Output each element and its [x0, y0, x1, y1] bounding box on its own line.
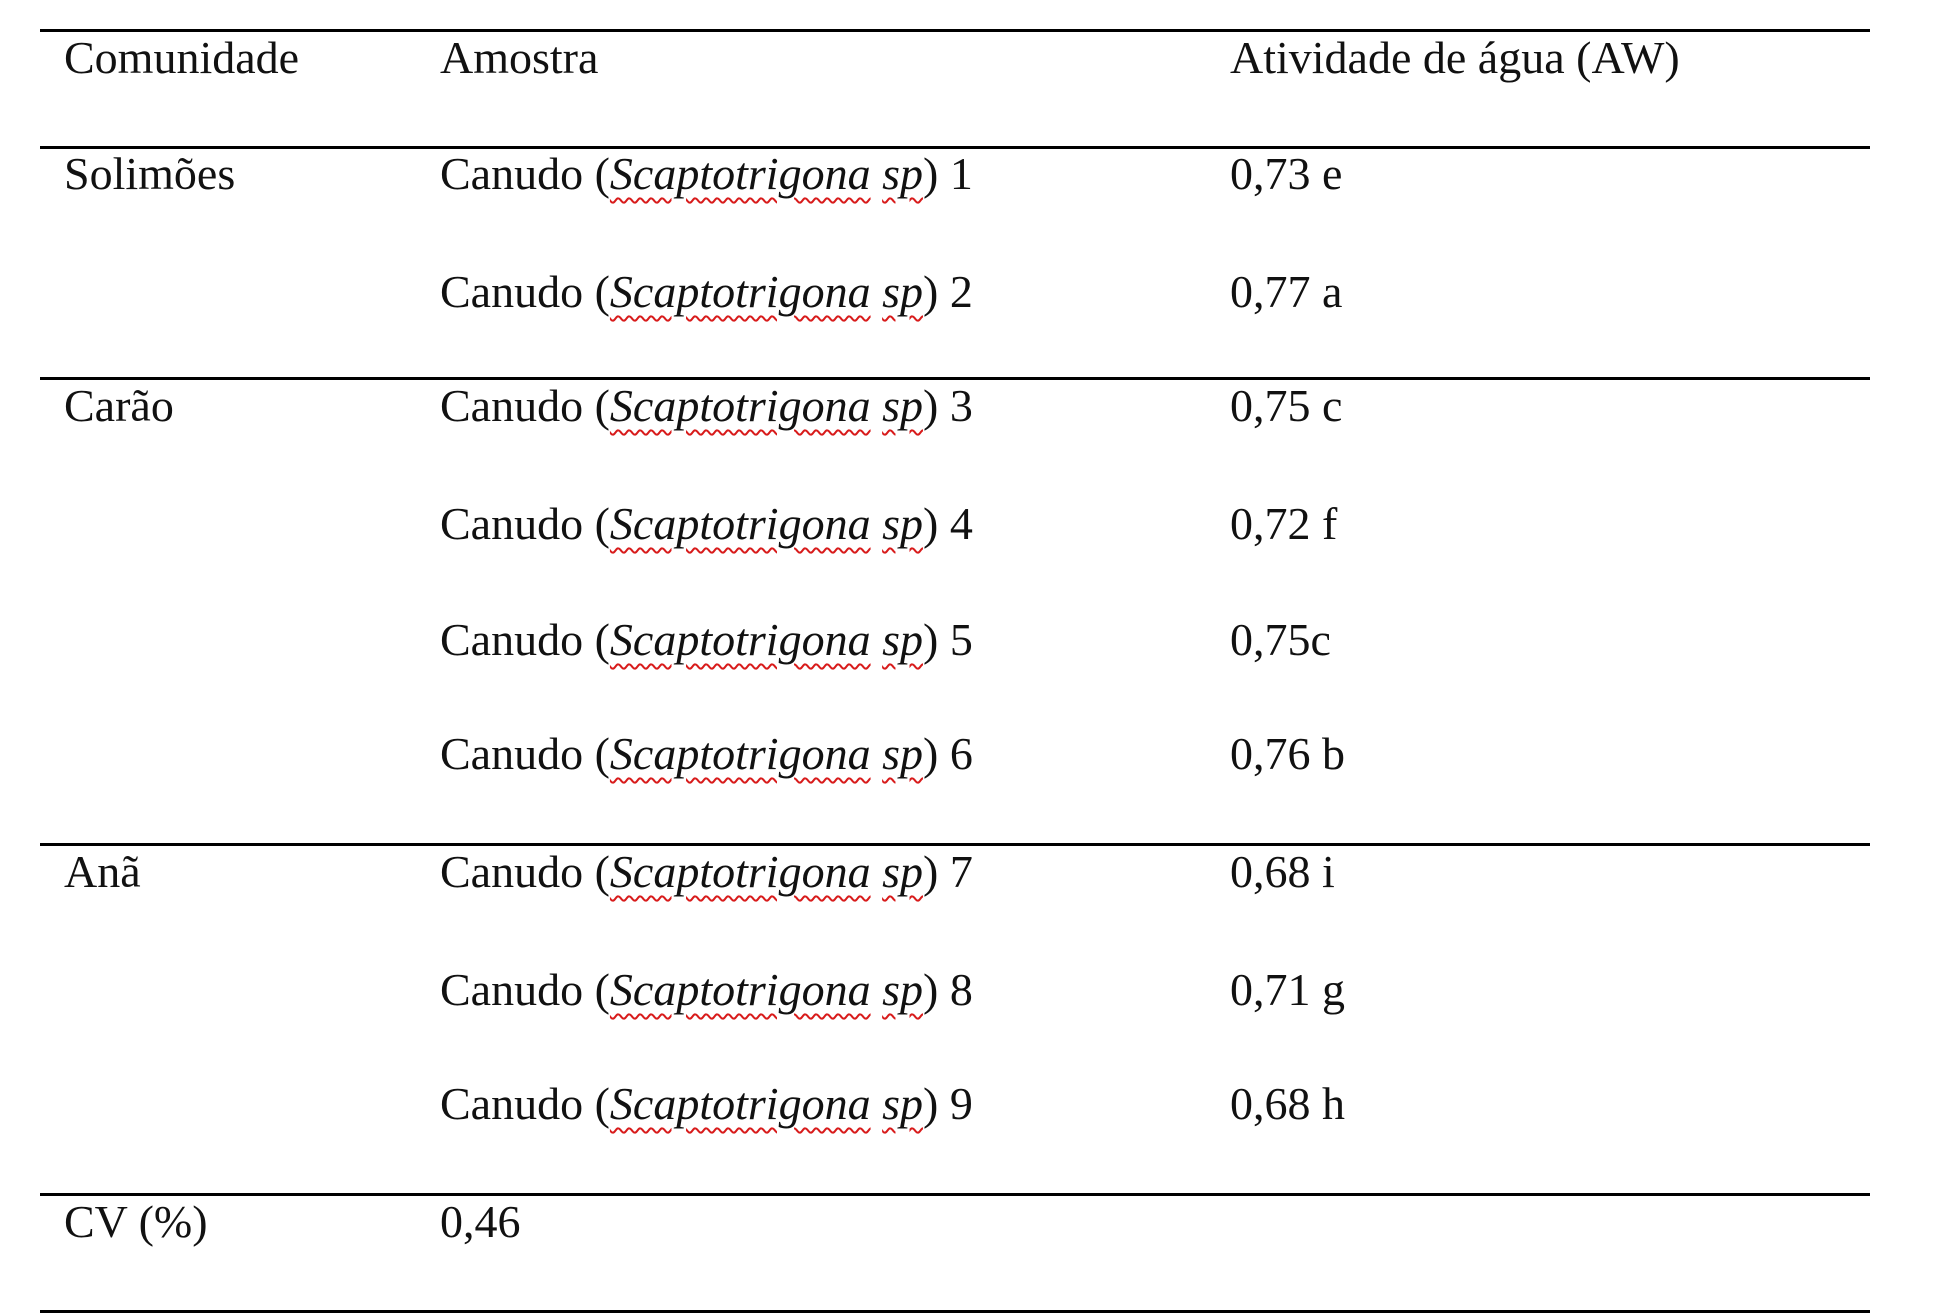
sample-cell: Canudo (Scaptotrigona sp) 5 — [440, 614, 973, 665]
sample-cell: Canudo (Scaptotrigona sp) 1 — [440, 148, 973, 199]
sample-cell: Canudo (Scaptotrigona sp) 8 — [440, 964, 973, 1015]
header-water-activity: Atividade de água (AW) — [1230, 32, 1680, 83]
sample-cell: Canudo (Scaptotrigona sp) 6 — [440, 728, 973, 779]
species-name: Scaptotrigona — [609, 964, 871, 1015]
aw-value: 0,68 i — [1230, 846, 1335, 897]
cv-top-rule — [40, 1193, 1870, 1196]
aw-value: 0,77 a — [1230, 266, 1343, 317]
water-activity-table: Comunidade Amostra Atividade de água (AW… — [40, 0, 1870, 1313]
species-name: Scaptotrigona — [609, 728, 871, 779]
species-name: Scaptotrigona — [609, 266, 871, 317]
species-name: Scaptotrigona — [609, 1078, 871, 1129]
community-label: Anã — [64, 846, 141, 897]
sample-cell: Canudo (Scaptotrigona sp) 9 — [440, 1078, 973, 1129]
aw-value: 0,75c — [1230, 614, 1331, 665]
header-sample: Amostra — [440, 32, 599, 83]
header-bottom-rule — [40, 146, 1870, 149]
aw-value: 0,71 g — [1230, 964, 1345, 1015]
cv-label: CV (%) — [64, 1196, 208, 1247]
species-name: Scaptotrigona — [609, 380, 871, 431]
species-name: Scaptotrigona — [609, 846, 871, 897]
table-top-rule — [40, 29, 1870, 32]
community-label: Solimões — [64, 148, 236, 199]
sample-cell: Canudo (Scaptotrigona sp) 2 — [440, 266, 973, 317]
community-label: Carão — [64, 380, 174, 431]
species-name: Scaptotrigona — [609, 148, 871, 199]
aw-value: 0,72 f — [1230, 498, 1338, 549]
aw-value: 0,76 b — [1230, 728, 1345, 779]
aw-value: 0,73 e — [1230, 148, 1343, 199]
species-name: Scaptotrigona — [609, 498, 871, 549]
species-name: Scaptotrigona — [609, 614, 871, 665]
header-community: Comunidade — [64, 32, 300, 83]
group-divider-rule — [40, 843, 1870, 846]
sample-cell: Canudo (Scaptotrigona sp) 4 — [440, 498, 973, 549]
sample-cell: Canudo (Scaptotrigona sp) 3 — [440, 380, 973, 431]
group-divider-rule — [40, 377, 1870, 380]
sample-cell: Canudo (Scaptotrigona sp) 7 — [440, 846, 973, 897]
aw-value: 0,68 h — [1230, 1078, 1345, 1129]
cv-value: 0,46 — [440, 1196, 521, 1247]
aw-value: 0,75 c — [1230, 380, 1343, 431]
